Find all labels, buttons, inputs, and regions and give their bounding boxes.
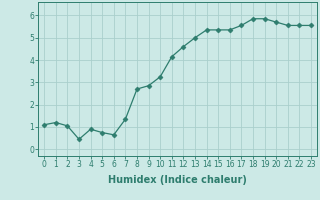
X-axis label: Humidex (Indice chaleur): Humidex (Indice chaleur)	[108, 175, 247, 185]
